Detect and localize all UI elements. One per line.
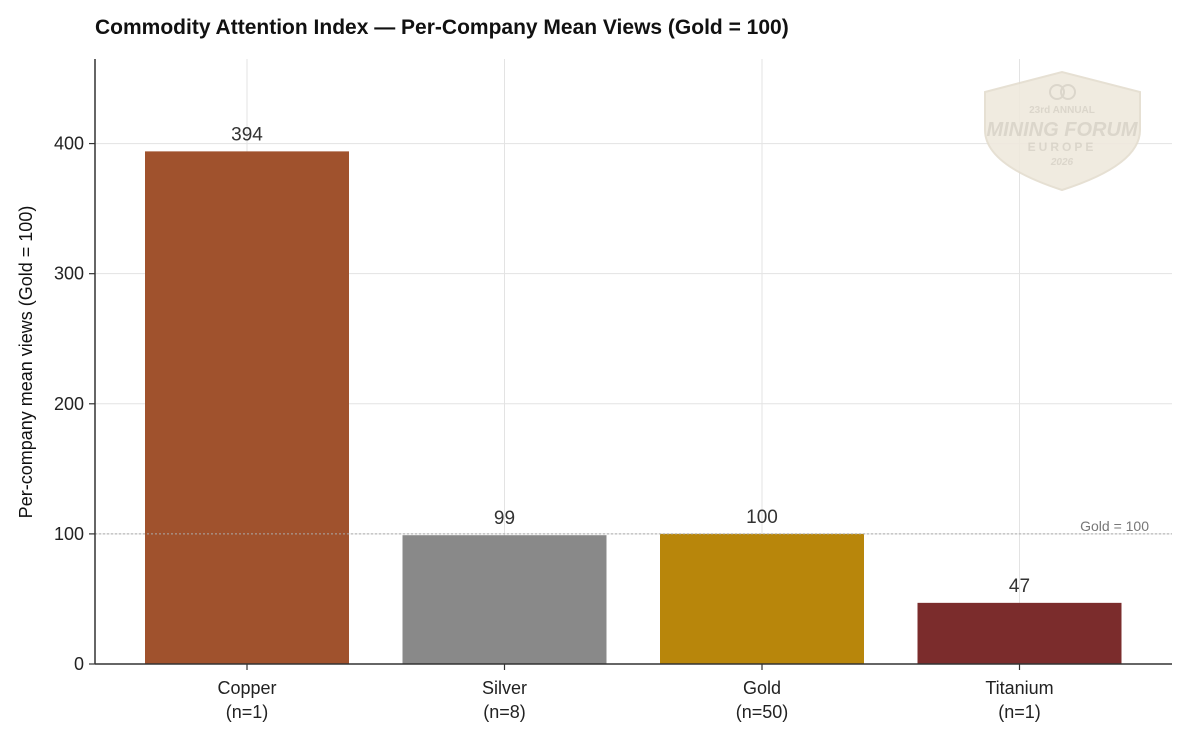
x-tick-count-label: (n=1): [226, 702, 269, 722]
x-tick-count-label: (n=8): [483, 702, 526, 722]
x-tick-count-label: (n=50): [736, 702, 789, 722]
bar-silver: [402, 535, 607, 664]
y-tick-label: 200: [54, 394, 84, 414]
watermark-line4: 2026: [1050, 157, 1074, 168]
watermark-line2: MINING FORUM: [986, 119, 1138, 141]
y-axis-label: Per-company mean views (Gold = 100): [16, 206, 36, 519]
watermark-line1: 23rd ANNUAL: [1029, 105, 1095, 116]
bar-value-label: 100: [746, 507, 778, 528]
y-tick-label: 300: [54, 264, 84, 284]
bar-value-label: 47: [1009, 576, 1030, 597]
watermark-ring-icon: [1049, 84, 1065, 100]
y-tick-label: 0: [74, 654, 84, 674]
x-tick-label: Copper: [217, 678, 276, 698]
bar-value-label: 394: [231, 124, 263, 145]
chart-title: Commodity Attention Index — Per-Company …: [95, 16, 789, 39]
x-tick-label: Titanium: [985, 678, 1053, 698]
x-tick-label: Gold: [743, 678, 781, 698]
watermark-ring-icon: [1060, 84, 1076, 100]
watermark-line3: EUROPE: [1028, 140, 1097, 154]
bar-titanium: [917, 602, 1122, 664]
watermark-shield-shape: [984, 70, 1141, 192]
bar-gold: [660, 533, 864, 664]
bar-copper: [145, 151, 349, 664]
reference-line-group: Gold = 100: [95, 518, 1172, 535]
y-tick-label: 400: [54, 134, 84, 154]
x-tick-label: Silver: [482, 678, 527, 698]
labels: 394 99 100 47: [231, 124, 1030, 596]
x-tick-count-label: (n=1): [998, 702, 1041, 722]
watermark-logo: 23rd ANNUAL MINING FORUM EUROPE 2026: [984, 70, 1141, 192]
reference-line-label: Gold = 100: [1080, 518, 1149, 534]
axes: 0 100 200 300 400 Copper (n=1) Silver (n=8) Gold (…: [54, 59, 1172, 722]
bars: [145, 151, 1122, 664]
bar-value-label: 99: [494, 508, 515, 529]
y-tick-label: 100: [54, 524, 84, 544]
